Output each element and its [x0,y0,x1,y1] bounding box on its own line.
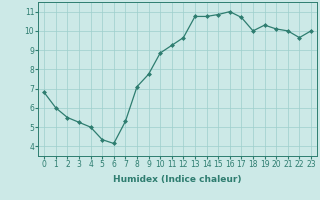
X-axis label: Humidex (Indice chaleur): Humidex (Indice chaleur) [113,175,242,184]
